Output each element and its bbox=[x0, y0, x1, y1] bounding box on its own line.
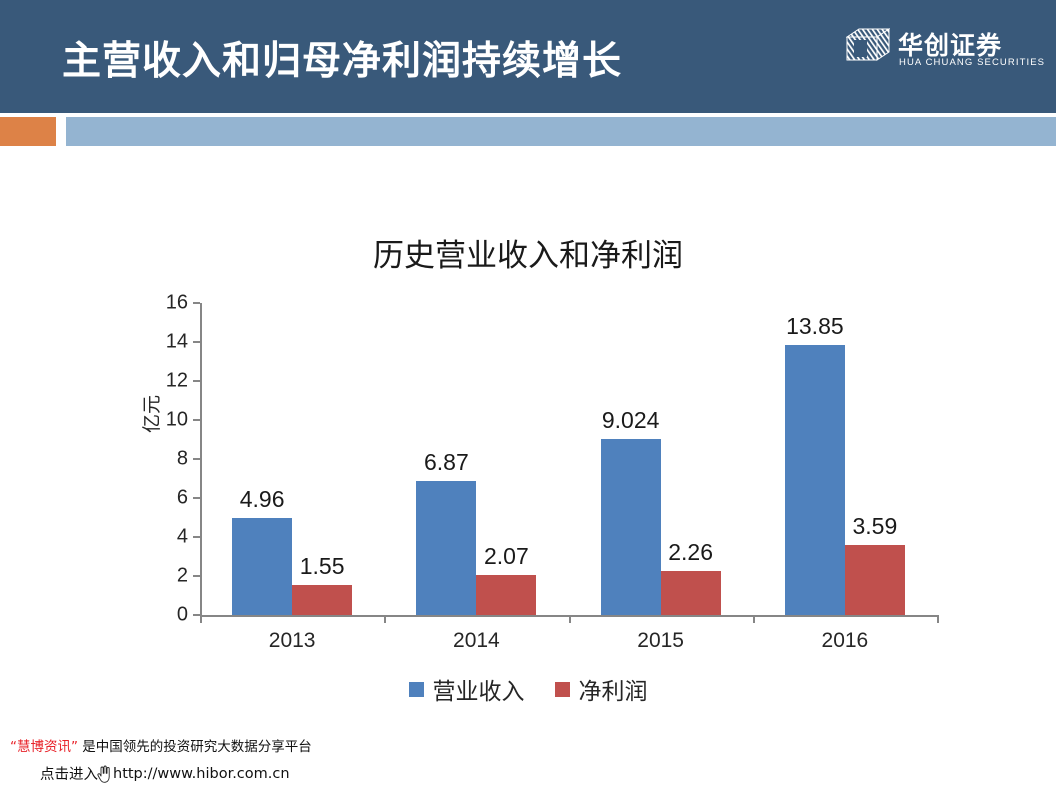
y-axis-tick-label: 8 bbox=[176, 447, 188, 470]
y-axis-tick bbox=[193, 341, 200, 343]
y-axis-tick bbox=[193, 536, 200, 538]
y-axis-tick-label: 10 bbox=[165, 408, 188, 431]
legend-swatch-icon bbox=[554, 681, 570, 697]
legend-label: 营业收入 bbox=[432, 679, 525, 705]
y-axis-tick bbox=[193, 419, 200, 421]
bar-营业收入-2013[interactable] bbox=[232, 518, 293, 615]
y-axis-line bbox=[200, 303, 202, 615]
chart: 历史营业收入和净利润 亿元 0 2 4 6 8 10 12 14 16 4.96 1.55 2013 6… bbox=[0, 180, 1056, 720]
hand-pointer-icon bbox=[97, 765, 110, 783]
x-axis-tick bbox=[384, 615, 387, 623]
chart-plot-area: 亿元 0 2 4 6 8 10 12 14 16 4.96 1.55 2013 6.87 2.07 2014… bbox=[141, 292, 939, 652]
logo-name-cn: 华创证券 bbox=[898, 31, 1003, 60]
bar-value-label: 4.96 bbox=[239, 486, 285, 513]
chart-title: 历史营业收入和净利润 bbox=[373, 238, 683, 274]
accent-bar-orange bbox=[0, 117, 56, 146]
footer-brand: “慧博资讯” bbox=[10, 739, 78, 755]
bar-value-label: 9.024 bbox=[601, 407, 660, 434]
y-axis-tick bbox=[193, 380, 200, 382]
x-axis-label-2016: 2016 bbox=[821, 629, 869, 652]
bar-value-label: 13.85 bbox=[786, 312, 844, 339]
legend-swatch-icon bbox=[408, 681, 424, 697]
y-axis-tick-label: 14 bbox=[165, 330, 188, 353]
bar-value-label: 2.07 bbox=[483, 542, 529, 569]
bar-净利润-2016[interactable] bbox=[844, 545, 905, 615]
chart-legend: 营业收入 净利润 bbox=[0, 672, 1056, 706]
bar-净利润-2014[interactable] bbox=[476, 574, 537, 615]
x-axis-label-2013: 2013 bbox=[268, 629, 316, 652]
bar-营业收入-2016[interactable] bbox=[784, 344, 845, 615]
y-axis-tick-label: 0 bbox=[176, 603, 188, 626]
y-axis-tick bbox=[193, 302, 200, 304]
y-axis-tick-label: 4 bbox=[176, 525, 188, 548]
y-axis-tick-label: 6 bbox=[176, 486, 188, 509]
bar-value-label: 1.55 bbox=[299, 552, 345, 579]
x-axis-tick bbox=[200, 615, 202, 623]
footer-tagline: “慧博资讯” 是中国领先的投资研究大数据分享平台 bbox=[10, 735, 312, 755]
y-axis-tick-label: 2 bbox=[176, 564, 188, 587]
footer-tagline-rest: 是中国领先的投资研究大数据分享平台 bbox=[78, 739, 312, 755]
x-axis-label-2014: 2014 bbox=[453, 629, 500, 652]
y-axis-tick bbox=[193, 614, 200, 616]
y-axis-tick-label: 16 bbox=[165, 291, 188, 314]
bar-净利润-2013[interactable] bbox=[292, 584, 353, 615]
y-axis-tick-label: 12 bbox=[165, 369, 188, 392]
footer-link-row[interactable]: 点击进入 http://www.hibor.com.cn bbox=[40, 763, 290, 784]
accent-bar-blue bbox=[66, 117, 1056, 146]
bar-value-label: 2.26 bbox=[668, 538, 714, 565]
hua-chuang-cube-logo-icon bbox=[846, 28, 890, 61]
page-title: 主营收入和归母净利润持续增长 bbox=[62, 39, 623, 84]
bar-营业收入-2014[interactable] bbox=[416, 481, 477, 615]
y-axis-tick bbox=[193, 575, 200, 577]
x-axis-tick bbox=[752, 615, 755, 623]
x-axis-tick bbox=[937, 615, 939, 623]
y-axis-tick bbox=[193, 458, 200, 460]
logo-name-en: HUA CHUANG SECURITIES bbox=[899, 57, 1046, 68]
x-axis-tick bbox=[568, 615, 571, 623]
brand-logo: 华创证券 HUA CHUANG SECURITIES bbox=[846, 26, 1044, 72]
footer-url[interactable]: http://www.hibor.com.cn bbox=[113, 765, 290, 782]
footer: “慧博资讯” 是中国领先的投资研究大数据分享平台 点击进入 http://www… bbox=[0, 733, 1056, 792]
x-axis-label-2015: 2015 bbox=[637, 629, 684, 652]
bar-净利润-2015[interactable] bbox=[660, 570, 721, 615]
y-axis-title: 亿元 bbox=[141, 394, 163, 433]
bar-value-label: 6.87 bbox=[423, 449, 469, 476]
legend-item-营业收入[interactable]: 营业收入 bbox=[408, 672, 525, 706]
footer-link-prefix: 点击进入 bbox=[40, 767, 98, 783]
bar-营业收入-2015[interactable] bbox=[600, 439, 661, 615]
legend-label: 净利润 bbox=[578, 679, 648, 705]
y-axis-tick bbox=[193, 497, 200, 499]
legend-item-净利润[interactable]: 净利润 bbox=[554, 672, 648, 706]
bar-value-label: 3.59 bbox=[852, 512, 898, 539]
